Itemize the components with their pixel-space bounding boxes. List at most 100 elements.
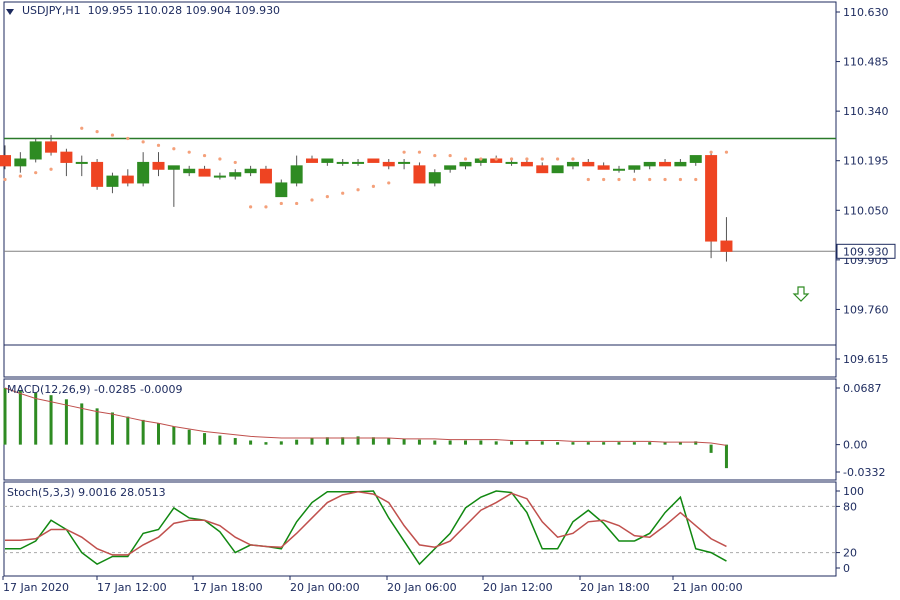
candle-body xyxy=(444,165,457,170)
candle-body xyxy=(106,175,119,187)
time-label: 21 Jan 00:00 xyxy=(673,581,743,594)
psar-dot xyxy=(126,136,130,141)
psar-dot xyxy=(525,157,529,161)
candle-body xyxy=(536,165,549,174)
candle-body xyxy=(582,161,595,167)
candle-body xyxy=(382,161,395,167)
time-label: 17 Jan 2020 xyxy=(3,581,69,594)
current-price-tag xyxy=(836,243,896,259)
macd-scale-label: 0.00 xyxy=(843,439,868,452)
candle-body xyxy=(45,141,58,153)
candle-body xyxy=(367,158,380,163)
stoch-scale-label: 0 xyxy=(843,562,850,575)
psar-dot xyxy=(187,150,191,154)
dropdown-arrow-icon[interactable] xyxy=(6,9,14,15)
psar-dot xyxy=(34,171,38,175)
price-label: 109.760 xyxy=(843,303,889,316)
time-label: 17 Jan 12:00 xyxy=(97,581,167,594)
price-label: 110.050 xyxy=(843,204,889,217)
candle-body xyxy=(229,172,242,177)
psar-dot xyxy=(678,177,683,182)
candle-body xyxy=(505,161,518,164)
macd-bar xyxy=(187,429,191,445)
macd-bar xyxy=(540,441,544,445)
psar-dot xyxy=(371,184,375,188)
macd-bar xyxy=(586,442,590,445)
macd-bar xyxy=(3,388,7,445)
candle-body xyxy=(628,165,641,170)
stoch-scale-label: 80 xyxy=(843,500,857,513)
psar-dot xyxy=(509,157,514,161)
candle-body xyxy=(352,161,365,164)
candle-body xyxy=(459,161,472,167)
macd-bar xyxy=(556,442,560,445)
candle-body xyxy=(14,158,27,167)
macd-bar xyxy=(249,440,253,445)
price-label: 110.630 xyxy=(843,6,889,19)
candle-body xyxy=(720,240,733,252)
candle-body xyxy=(566,161,579,167)
macd-bar xyxy=(157,423,160,445)
macd-bar xyxy=(525,441,529,445)
macd-bar xyxy=(295,439,299,445)
psar-dot xyxy=(141,140,145,144)
psar-dot xyxy=(341,191,345,195)
symbol-header: USDJPY,H1 109.955 110.028 109.904 109.93… xyxy=(22,4,281,17)
price-label: 110.485 xyxy=(843,56,889,69)
macd-bar xyxy=(510,441,514,445)
candle-body xyxy=(137,161,150,184)
candle-body xyxy=(259,168,272,184)
macd-bar xyxy=(464,440,467,445)
macd-bar xyxy=(310,438,314,445)
psar-dot xyxy=(479,157,483,161)
macd-bar xyxy=(341,437,345,445)
psar-dot xyxy=(249,205,253,209)
candle-body xyxy=(520,161,533,167)
macd-bar xyxy=(126,416,130,445)
psar-dot xyxy=(156,143,161,147)
psar-dot xyxy=(402,150,406,154)
candle-body xyxy=(689,155,702,163)
price-label: 109.615 xyxy=(843,353,889,366)
time-label: 20 Jan 06:00 xyxy=(387,581,457,594)
candle-body xyxy=(306,158,318,163)
psar-dot xyxy=(724,150,729,154)
candle-body xyxy=(428,172,441,184)
candle-body xyxy=(551,165,564,174)
macd-bar xyxy=(632,442,636,445)
candle-body xyxy=(643,161,656,167)
psar-dot xyxy=(18,174,22,178)
psar-dot xyxy=(433,153,437,158)
macd-bar xyxy=(95,408,99,445)
macd-bar xyxy=(694,441,698,445)
psar-dot xyxy=(49,167,53,171)
psar-dot xyxy=(663,177,667,182)
macd-bar xyxy=(617,442,621,445)
psar-dot xyxy=(172,147,176,151)
stoch-panel xyxy=(3,481,837,577)
macd-bar xyxy=(34,392,38,445)
macd-bar xyxy=(172,426,176,445)
psar-dot xyxy=(540,157,544,161)
candle-body xyxy=(290,165,303,184)
macd-bar xyxy=(18,390,22,445)
main-price-panel xyxy=(3,1,837,378)
psar-dot xyxy=(417,150,422,154)
candle-body xyxy=(183,168,196,174)
macd-bar xyxy=(724,444,728,469)
candle-body xyxy=(336,161,349,164)
macd-label: MACD(12,26,9) -0.0285 -0.0009 xyxy=(7,383,183,396)
psar-dot xyxy=(571,157,575,161)
macd-bar xyxy=(571,442,575,445)
psar-dot xyxy=(3,177,7,182)
stoch-label: Stoch(5,3,3) 9.0016 28.0513 xyxy=(7,486,166,499)
macd-bar xyxy=(402,438,406,445)
candle-body xyxy=(60,151,73,163)
candle-body xyxy=(121,175,134,184)
macd-bar xyxy=(279,441,283,445)
macd-bar xyxy=(141,419,145,445)
macd-bar xyxy=(80,403,84,445)
macd-bar xyxy=(49,395,53,445)
